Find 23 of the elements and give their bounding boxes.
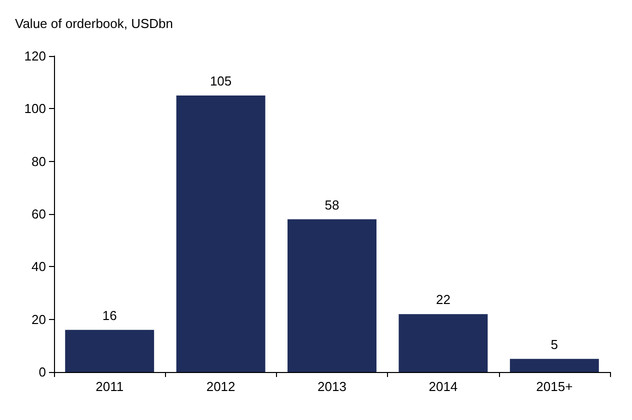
bar [398, 314, 488, 372]
y-tick-label: 60 [32, 206, 46, 222]
y-tick-label: 0 [38, 364, 46, 380]
x-tick-label: 2012 [206, 379, 236, 394]
bar [65, 330, 154, 372]
y-tick-label: 100 [24, 101, 46, 116]
bar [176, 96, 266, 372]
data-label: 16 [102, 308, 117, 323]
bar [288, 219, 376, 372]
data-label: 58 [324, 197, 340, 212]
data-label: 22 [436, 292, 450, 308]
y-tick-label: 80 [32, 154, 46, 169]
data-label: 5 [550, 336, 558, 352]
data-label: 105 [210, 74, 232, 88]
x-tick-label: 2014 [428, 379, 458, 394]
y-tick-label: 120 [24, 48, 46, 64]
bar [510, 358, 599, 372]
y-tick-label: 20 [32, 312, 46, 327]
x-tick-label: 2013 [318, 379, 346, 394]
x-tick-label: 2011 [96, 379, 124, 394]
chart-title: Value of orderbook, USDbn [15, 16, 174, 31]
x-tick-label: 2015+ [536, 379, 573, 394]
y-tick-label: 40 [32, 259, 46, 274]
